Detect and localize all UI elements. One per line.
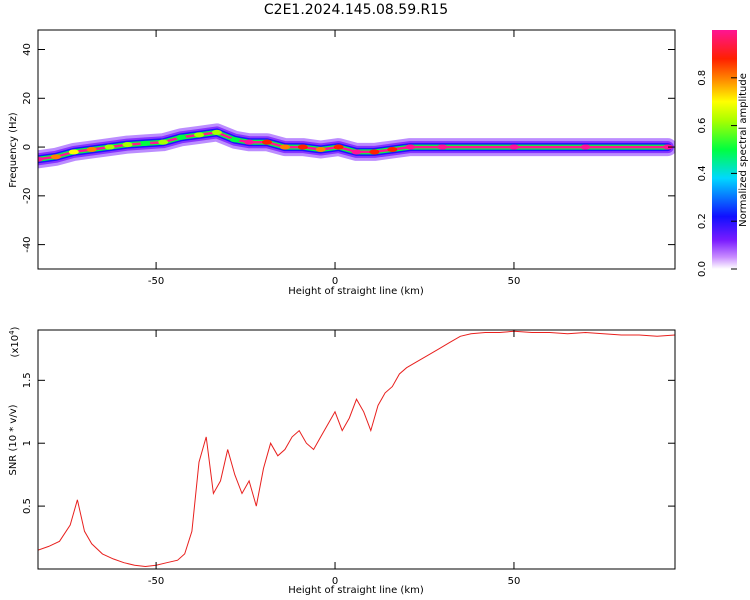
- spectrogram-ridge-point: [158, 139, 169, 145]
- spectrogram-panel: -50 0 50 -40 -20 0 20 40 Height of straight lin…: [8, 29, 676, 297]
- colorbar: 0.0 0.2 0.4 0.6 0.8 Normalized spectral ampl…: [697, 30, 749, 277]
- spectrogram-ticks: -50 0 50 -40 -20 0 20 40: [22, 30, 675, 287]
- spectrogram-ytick-label: 40: [22, 43, 33, 56]
- spectrogram-ridge-point: [279, 144, 290, 150]
- spectrogram-ridge-point: [122, 142, 133, 148]
- spectrogram-ridge-point: [68, 149, 79, 155]
- snr-xtick-label: 50: [508, 576, 521, 587]
- spectrogram-ridge-point: [262, 139, 273, 145]
- spectrogram-ridge-point: [351, 149, 362, 155]
- spectrogram-ytick-label: 0: [22, 144, 33, 150]
- spectrogram-ytick-label: -40: [22, 236, 33, 252]
- spectrogram-ridge-point: [405, 144, 416, 150]
- spectrogram-ridge-point: [508, 144, 519, 150]
- snr-ticks: -50 0 50 0.5 1 1.5: [22, 330, 675, 587]
- colorbar-tick-label: 0.2: [697, 213, 708, 229]
- spectrogram-ridge-point: [86, 147, 97, 152]
- spectrogram-ridge-point: [580, 144, 591, 150]
- spectrogram-ridge-point: [176, 134, 187, 140]
- spectrogram-ridge-point: [315, 147, 326, 152]
- snr-xlabel: Height of straight line (km): [288, 585, 424, 596]
- spectrogram-ridge-point: [38, 156, 43, 162]
- spectrogram-xtick-label: -50: [148, 276, 164, 287]
- spectrogram-ridge-point: [50, 154, 61, 160]
- snr-ytick-label: 1.5: [22, 372, 33, 388]
- snr-frame: [37, 329, 676, 570]
- spectrogram-ridge-point: [437, 144, 448, 150]
- spectrogram-ridge-point: [297, 144, 308, 150]
- spectrogram-ridge-point: [387, 147, 398, 152]
- spectrogram-ridge-point: [333, 144, 344, 150]
- snr-xtick-label: 0: [332, 576, 338, 587]
- colorbar-label: Normalized spectral amplitude: [738, 73, 749, 227]
- snr-ytick-label: 0.5: [22, 498, 33, 514]
- spectrogram-ytick-label: 20: [22, 92, 33, 105]
- colorbar-tick-label: 0.6: [697, 118, 708, 134]
- spectrogram-xtick-label: 0: [332, 276, 338, 287]
- spectrogram-xlabel: Height of straight line (km): [288, 286, 424, 297]
- spectrogram-ridge-point: [662, 144, 673, 150]
- colorbar-ticks: 0.0 0.2 0.4 0.6 0.8: [697, 70, 737, 277]
- snr-ytick-label: 1: [22, 440, 33, 446]
- spectrogram-ridge-point: [211, 129, 222, 135]
- spectrogram-ridge-point: [104, 144, 115, 150]
- colorbar-tick-label: 0.8: [697, 70, 708, 86]
- colorbar-tick-label: 0.4: [697, 165, 708, 181]
- snr-series-line: [38, 330, 675, 568]
- spectrogram-ridge-point: [244, 139, 255, 145]
- figure-title: C2E1.2024.145.08.59.R15: [264, 2, 448, 18]
- snr-xtick-label: -50: [148, 576, 164, 587]
- spectrogram-ylabel: Frequency (Hz): [8, 112, 19, 188]
- spectrogram-ridge-point: [194, 132, 205, 138]
- colorbar-gradient: [712, 30, 737, 269]
- spectrogram-ridge-point: [140, 140, 151, 146]
- snr-panel: -50 0 50 0.5 1 1.5 (x104) Height of straight …: [8, 326, 676, 596]
- snr-ylabel: SNR (10 * v/v): [8, 404, 19, 475]
- snr-multiplier: (x104): [8, 326, 21, 357]
- spectrogram-heatmap: [38, 123, 675, 169]
- spectrogram-ridge-point: [369, 149, 380, 155]
- colorbar-tick-label: 0.0: [697, 261, 708, 277]
- spectrogram-ridge-point: [229, 137, 240, 143]
- spectrogram-xtick-label: 50: [508, 276, 521, 287]
- spectrogram-ytick-label: -20: [22, 188, 33, 204]
- spectrogram-frame: [37, 29, 676, 270]
